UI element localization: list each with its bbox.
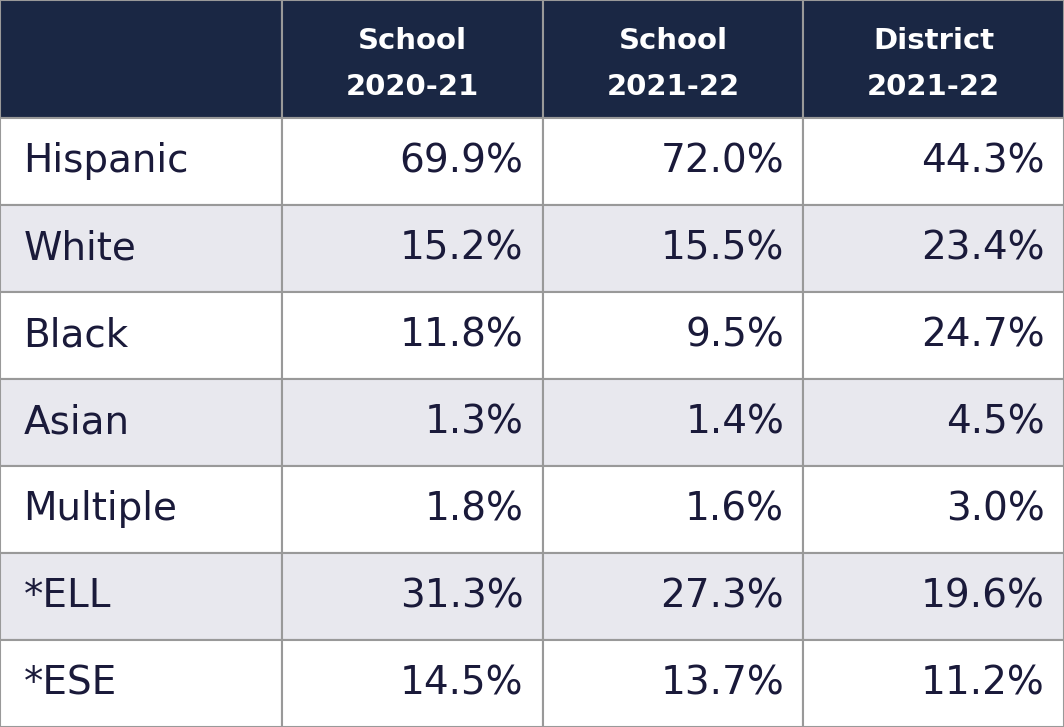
Text: 1.6%: 1.6%	[685, 491, 784, 529]
Bar	[803, 466, 1064, 553]
Bar	[803, 118, 1064, 205]
Bar	[282, 205, 543, 292]
Text: 3.0%: 3.0%	[946, 491, 1045, 529]
Bar	[543, 466, 803, 553]
Bar	[803, 0, 1064, 118]
Text: 11.2%: 11.2%	[921, 664, 1045, 702]
Text: 69.9%: 69.9%	[400, 142, 523, 180]
Bar	[0, 0, 282, 118]
Bar	[543, 205, 803, 292]
Text: *ESE: *ESE	[23, 664, 117, 702]
Bar	[543, 0, 803, 118]
Bar	[282, 379, 543, 466]
Bar	[543, 379, 803, 466]
Bar	[0, 379, 282, 466]
Text: 24.7%: 24.7%	[921, 316, 1045, 354]
Text: 2020-21: 2020-21	[346, 73, 479, 100]
Text: 1.4%: 1.4%	[685, 403, 784, 441]
Text: 14.5%: 14.5%	[400, 664, 523, 702]
Bar	[0, 292, 282, 379]
Text: Hispanic: Hispanic	[23, 142, 189, 180]
Bar	[0, 205, 282, 292]
Text: 1.3%: 1.3%	[425, 403, 523, 441]
Text: 2021-22: 2021-22	[606, 73, 739, 100]
Bar	[543, 553, 803, 640]
Text: Black: Black	[23, 316, 129, 354]
Text: School: School	[618, 27, 728, 55]
Bar	[0, 466, 282, 553]
Bar	[803, 379, 1064, 466]
Bar	[803, 640, 1064, 727]
Bar	[282, 640, 543, 727]
Text: 27.3%: 27.3%	[661, 577, 784, 615]
Text: *ELL: *ELL	[23, 577, 111, 615]
Text: 19.6%: 19.6%	[921, 577, 1045, 615]
Text: 31.3%: 31.3%	[400, 577, 523, 615]
Text: White: White	[23, 229, 136, 268]
Text: 4.5%: 4.5%	[946, 403, 1045, 441]
Bar	[0, 640, 282, 727]
Bar	[803, 292, 1064, 379]
Bar	[803, 205, 1064, 292]
Bar	[0, 118, 282, 205]
Text: 1.8%: 1.8%	[425, 491, 523, 529]
Bar	[282, 0, 543, 118]
Text: School: School	[358, 27, 467, 55]
Text: Multiple: Multiple	[23, 491, 178, 529]
Bar	[543, 640, 803, 727]
Text: 15.2%: 15.2%	[400, 229, 523, 268]
Text: Asian: Asian	[23, 403, 130, 441]
Text: 9.5%: 9.5%	[685, 316, 784, 354]
Text: 15.5%: 15.5%	[661, 229, 784, 268]
Text: 23.4%: 23.4%	[921, 229, 1045, 268]
Bar	[282, 292, 543, 379]
Text: 44.3%: 44.3%	[921, 142, 1045, 180]
Text: 72.0%: 72.0%	[661, 142, 784, 180]
Text: District: District	[874, 27, 994, 55]
Bar	[282, 466, 543, 553]
Bar	[543, 292, 803, 379]
Bar	[282, 553, 543, 640]
Text: 2021-22: 2021-22	[867, 73, 1000, 100]
Text: 13.7%: 13.7%	[661, 664, 784, 702]
Bar	[543, 118, 803, 205]
Bar	[0, 553, 282, 640]
Bar	[282, 118, 543, 205]
Bar	[803, 553, 1064, 640]
Text: 11.8%: 11.8%	[400, 316, 523, 354]
